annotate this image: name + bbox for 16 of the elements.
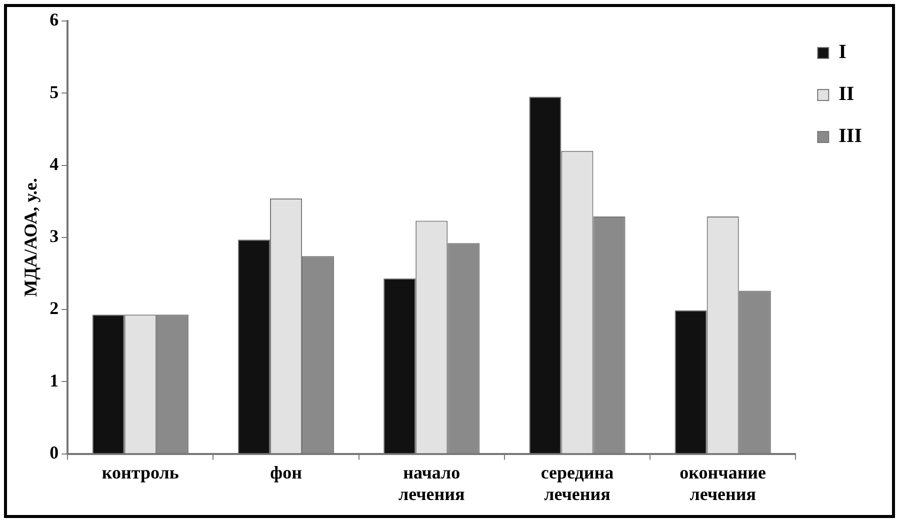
y-tick-label: 1 <box>50 370 59 390</box>
y-tick-label: 0 <box>50 442 59 462</box>
x-tick-label: контроль <box>102 462 180 482</box>
y-tick-label: 4 <box>50 154 59 174</box>
y-tick-label: 3 <box>50 226 59 246</box>
legend-label: II <box>838 83 854 106</box>
x-tick-label: середина лечения <box>540 462 614 504</box>
x-tick-label: фон <box>270 462 302 482</box>
y-axis-title: МДА/АОА, у.е. <box>20 178 40 297</box>
y-tick-label: 5 <box>50 82 59 102</box>
x-tick-label: начало лечения <box>398 462 466 504</box>
legend-label: III <box>838 125 862 148</box>
y-tick-label: 6 <box>50 10 59 30</box>
y-tick-label: 2 <box>50 298 59 318</box>
x-tick-label: окончание лечения <box>680 462 766 504</box>
legend-label: I <box>838 41 847 64</box>
